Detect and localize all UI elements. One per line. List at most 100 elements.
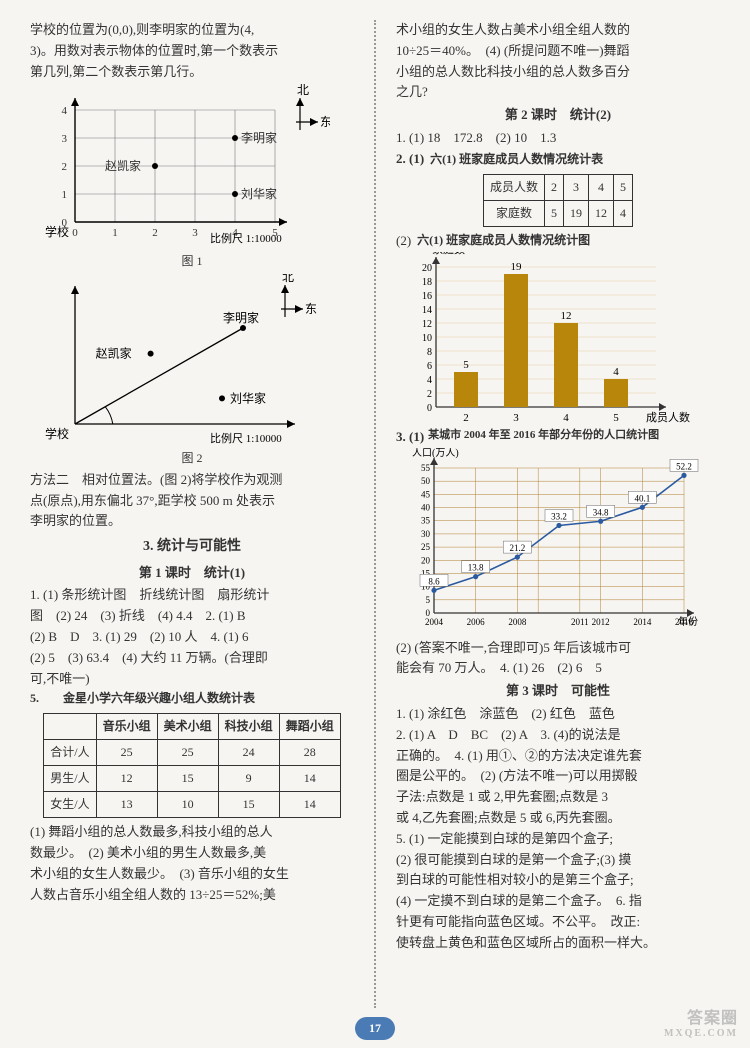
svg-text:20: 20 [421, 555, 431, 565]
svg-text:东: 东 [305, 302, 317, 316]
svg-text:52.2: 52.2 [676, 461, 692, 471]
q3-2: 能会有 70 万人。 4. (1) 26 (2) 6 5 [396, 658, 720, 679]
l3-3: 正确的。 4. (1) 用①、②的方法决定谁先套 [396, 746, 720, 767]
svg-text:16: 16 [422, 291, 432, 302]
svg-text:4: 4 [613, 366, 619, 378]
svg-text:2: 2 [427, 389, 432, 400]
after-t-3: 术小组的女生人数最少。 (3) 音乐小组的女生 [30, 864, 354, 885]
right-column: 术小组的女生人数占美术小组全组人数的 10÷25＝40%。 (4) (所提问题不… [396, 20, 720, 1008]
l3-12: 使转盘上黄色和蓝色区域所占的面积一样大。 [396, 933, 720, 954]
lesson2-q1: 1. (1) 18 172.8 (2) 10 1.3 [396, 128, 720, 149]
svg-text:14: 14 [422, 305, 432, 316]
cont-4: 之几? [396, 82, 720, 103]
svg-text:赵凯家: 赵凯家 [105, 158, 141, 173]
fig1-caption: 图 1 [30, 252, 354, 271]
svg-text:2011: 2011 [571, 617, 589, 627]
svg-text:12: 12 [561, 310, 572, 322]
fig2-caption: 图 2 [30, 449, 354, 468]
lesson1-b5: 可,不唯一) [30, 669, 354, 690]
figure-2: 学校 赵凯家 李明家刘华家 北东比例尺 1:10000 [30, 274, 330, 449]
l3-8: (2) 很可能摸到白球的是第一个盒子;(3) 摸 [396, 850, 720, 871]
svg-text:1: 1 [62, 189, 68, 201]
l3-5: 子法:点数是 1 或 2,甲先套圈;点数是 3 [396, 787, 720, 808]
svg-text:10: 10 [422, 333, 432, 344]
svg-text:12: 12 [422, 319, 432, 330]
svg-text:2004: 2004 [425, 617, 444, 627]
after-t-2: 数最少。 (2) 美术小组的男生人数最多,美 [30, 843, 354, 864]
linechart-title: 某城市 2004 年至 2016 年部分年份的人口统计图 [428, 427, 659, 445]
svg-text:比例尺 1:10000: 比例尺 1:10000 [210, 431, 282, 445]
lesson1-b3: (2) B D 3. (1) 29 (2) 10 人 4. (1) 6 [30, 627, 354, 648]
page-number: 17 [355, 1017, 395, 1040]
l3-2: 2. (1) A D BC (2) A 3. (4)的说法是 [396, 725, 720, 746]
svg-text:5: 5 [426, 594, 431, 604]
line-chart: 0510152025303540455055200420062008201120… [396, 448, 706, 638]
l3-11: 针更有可能指向蓝色区域。不公平。 改正: [396, 912, 720, 933]
svg-text:李明家: 李明家 [241, 130, 277, 145]
svg-text:25: 25 [421, 542, 431, 552]
bar-chart: 024681012141618205219312445家庭数成员人数 [396, 252, 696, 427]
svg-text:年份: 年份 [678, 615, 698, 628]
svg-text:21.2: 21.2 [509, 543, 525, 553]
svg-text:45: 45 [421, 489, 431, 499]
method2-1: 方法二 相对位置法。(图 2)将学校作为观测 [30, 470, 354, 491]
svg-text:北: 北 [282, 274, 294, 284]
svg-text:33.2: 33.2 [551, 511, 567, 521]
svg-text:人口(万人): 人口(万人) [412, 448, 459, 459]
lesson1-title: 第 1 课时 统计(1) [30, 563, 354, 584]
svg-text:8.6: 8.6 [428, 576, 440, 586]
table5-title: 5. 金星小学六年级兴趣小组人数统计表 [30, 689, 354, 708]
svg-text:家庭数: 家庭数 [432, 252, 465, 256]
svg-text:2: 2 [62, 161, 68, 173]
svg-text:2: 2 [152, 227, 158, 239]
cont-2: 10÷25＝40%。 (4) (所提问题不唯一)舞蹈 [396, 41, 720, 62]
l3-9: 到白球的可能性相对较小的是第三个盒子; [396, 870, 720, 891]
svg-text:40: 40 [421, 502, 431, 512]
method2-2: 点(原点),用东偏北 37°,距学校 500 m 处表示 [30, 491, 354, 512]
svg-text:4: 4 [427, 375, 432, 386]
svg-text:18: 18 [422, 277, 432, 288]
barchart-title: 六(1) 班家庭成员人数情况统计图 [417, 231, 590, 250]
after-t-4: 人数占音乐小组全组人数的 13÷25＝52%;美 [30, 885, 354, 906]
svg-text:3: 3 [513, 412, 519, 424]
after-t-1: (1) 舞蹈小组的总人数最多,科技小组的总人 [30, 822, 354, 843]
lesson1-b1: 1. (1) 条形统计图 折线统计图 扇形统计 [30, 585, 354, 606]
svg-text:2012: 2012 [592, 617, 610, 627]
left-column: 学校的位置为(0,0),则李明家的位置为(4, 3)。用数对表示物体的位置时,第… [30, 20, 354, 1008]
intro-2: 3)。用数对表示物体的位置时,第一个数表示 [30, 41, 354, 62]
l3-10: (4) 一定摸不到白球的是第二个盒子。 6. 指 [396, 891, 720, 912]
svg-text:19: 19 [511, 261, 523, 273]
svg-text:2008: 2008 [508, 617, 527, 627]
svg-text:东: 东 [320, 115, 330, 129]
svg-text:比例尺 1:10000: 比例尺 1:10000 [210, 231, 282, 245]
svg-text:1: 1 [112, 227, 118, 239]
svg-text:2: 2 [463, 412, 469, 424]
svg-text:赵凯家: 赵凯家 [96, 345, 132, 360]
svg-text:5: 5 [463, 359, 469, 371]
svg-text:3: 3 [62, 133, 68, 145]
svg-text:20: 20 [422, 263, 432, 274]
lesson1-b2: 图 (2) 24 (3) 折线 (4) 4.4 2. (1) B [30, 606, 354, 627]
table-5: 音乐小组美术小组科技小组舞蹈小组合计/人25252428男生/人1215914女… [43, 713, 340, 819]
q3-1: (2) (答案不唯一,合理即可)5 年后该城市可 [396, 638, 720, 659]
svg-text:55: 55 [421, 463, 431, 473]
svg-text:8: 8 [427, 347, 432, 358]
table2-prefix: 2. (1) [396, 149, 424, 170]
figure-1: 01234501234学校赵凯家李明家刘华家北东比例尺 1:10000 [30, 82, 330, 252]
svg-text:李明家: 李明家 [223, 310, 259, 325]
intro-3: 第几列,第二个数表示第几行。 [30, 62, 354, 83]
l3-1: 1. (1) 涂红色 涂蓝色 (2) 红色 蓝色 [396, 704, 720, 725]
column-divider [374, 20, 376, 1008]
lesson2-title: 第 2 课时 统计(2) [396, 105, 720, 126]
svg-text:刘华家: 刘华家 [230, 390, 266, 405]
svg-text:0: 0 [72, 227, 78, 239]
l3-7: 5. (1) 一定能摸到白球的是第四个盒子; [396, 829, 720, 850]
svg-text:2006: 2006 [467, 617, 486, 627]
svg-text:学校: 学校 [45, 426, 69, 441]
cont-3: 小组的总人数比科技小组的总人数多百分 [396, 62, 720, 83]
svg-text:6: 6 [427, 361, 432, 372]
svg-text:40.1: 40.1 [634, 493, 650, 503]
svg-text:13.8: 13.8 [468, 562, 484, 572]
svg-text:3: 3 [192, 227, 198, 239]
watermark-main: 答案圈 [687, 1010, 738, 1027]
